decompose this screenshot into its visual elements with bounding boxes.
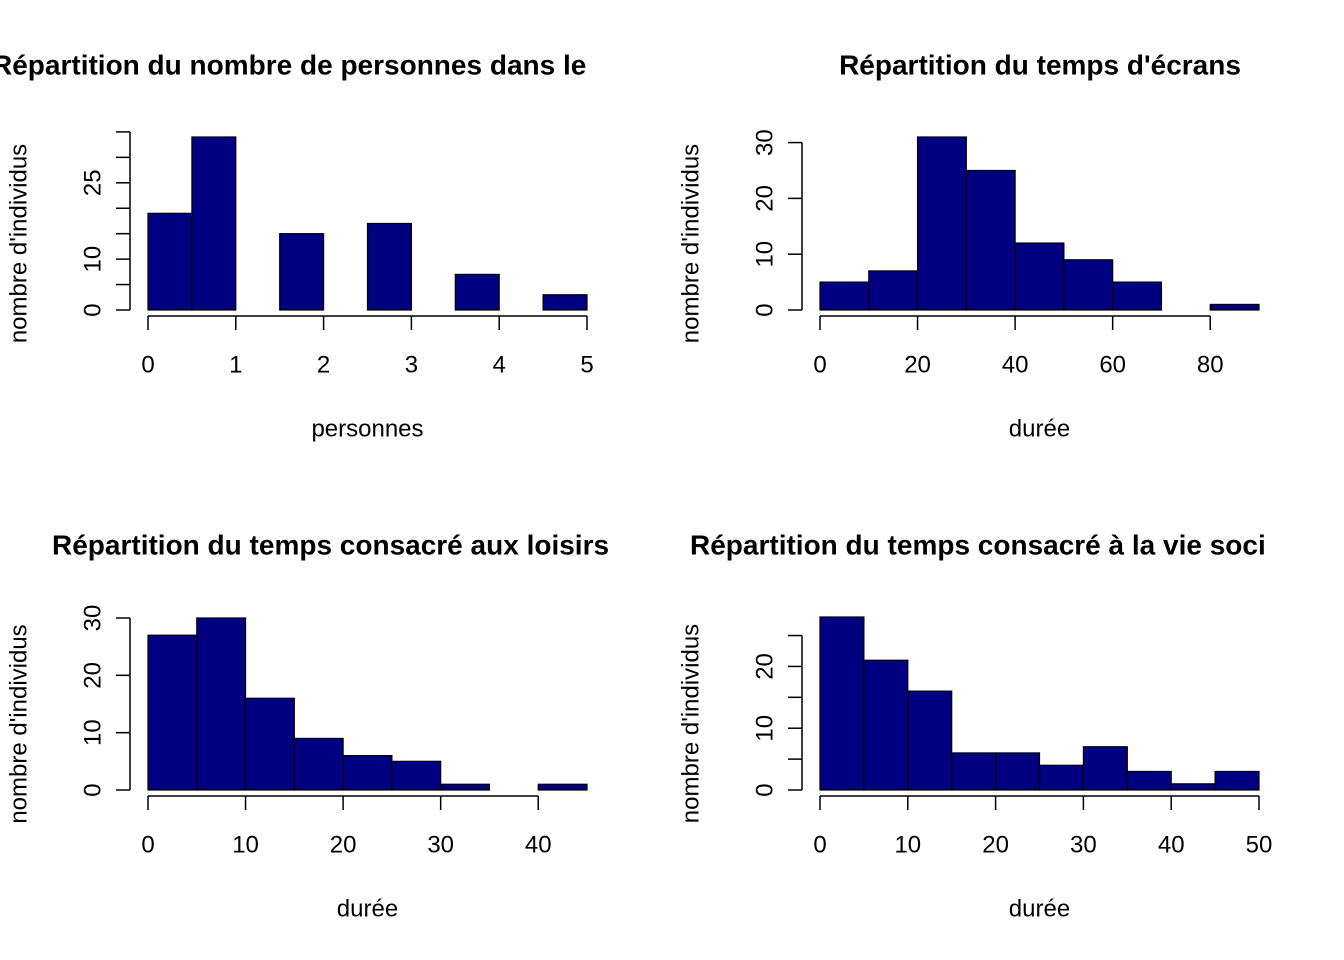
y-tick-label: 0 <box>751 783 778 796</box>
bar <box>1126 770 1172 791</box>
y-axis-label: nombre d'individus <box>5 624 32 823</box>
x-tick-label: 50 <box>1246 831 1273 858</box>
bar <box>951 752 997 791</box>
bar <box>907 690 953 791</box>
x-tick-label: 40 <box>525 831 552 858</box>
chart-title: Répartition du temps consacré à la vie s… <box>690 529 1266 560</box>
bar <box>279 233 325 311</box>
bar <box>1112 281 1163 311</box>
y-tick-label: 10 <box>79 719 106 746</box>
bar <box>147 212 193 311</box>
x-axis-label: personnes <box>311 415 423 442</box>
x-tick-label: 30 <box>1070 831 1097 858</box>
bar <box>1214 770 1260 791</box>
bar <box>454 273 500 311</box>
x-tick-label: 0 <box>813 831 826 858</box>
bar <box>244 697 295 791</box>
y-tick-label: 20 <box>79 662 106 689</box>
bar <box>868 270 919 311</box>
bar <box>1170 783 1216 791</box>
bar <box>994 752 1041 791</box>
panel: Répartition du nombre de personnes dans … <box>0 49 594 442</box>
x-axis-label: durée <box>1009 415 1070 442</box>
panel: Répartition du temps d'écrans 0 10 20 30 0 20 4… <box>677 49 1260 442</box>
chart-title: Répartition du temps d'écrans <box>839 49 1241 80</box>
y-axis-label: nombre d'individus <box>677 144 704 343</box>
y-tick-label: 30 <box>79 605 106 632</box>
y-tick-label: 25 <box>79 169 106 196</box>
bar <box>147 634 198 791</box>
bar <box>1014 242 1065 311</box>
x-tick-label: 60 <box>1099 351 1126 378</box>
bar <box>342 754 393 791</box>
y-tick-label: 10 <box>751 241 778 268</box>
x-tick-label: 20 <box>330 831 357 858</box>
x-tick-label: 4 <box>493 351 506 378</box>
bar <box>542 294 588 311</box>
x-tick-label: 80 <box>1197 351 1224 378</box>
y-tick-label: 10 <box>79 246 106 273</box>
chart-title: Répartition du temps consacré aux loisir… <box>52 529 609 560</box>
x-tick-label: 0 <box>141 351 154 378</box>
x-tick-label: 20 <box>904 351 931 378</box>
x-tick-label: 0 <box>813 351 826 378</box>
bar <box>191 136 237 311</box>
y-tick-label: 20 <box>751 653 778 680</box>
bar <box>293 737 344 791</box>
x-tick-label: 3 <box>405 351 418 378</box>
bar <box>965 169 1016 311</box>
bar <box>391 760 442 791</box>
x-tick-label: 10 <box>232 831 259 858</box>
bar <box>1038 764 1085 791</box>
bar <box>819 281 870 311</box>
bar <box>196 617 247 791</box>
bar <box>1082 746 1128 791</box>
y-axis-label: nombre d'individus <box>5 144 32 343</box>
y-tick-label: 20 <box>751 185 778 212</box>
x-tick-label: 0 <box>141 831 154 858</box>
bar <box>440 783 491 791</box>
bar <box>366 222 413 311</box>
bar <box>916 136 967 311</box>
x-tick-label: 30 <box>427 831 454 858</box>
bar <box>1063 259 1114 311</box>
y-tick-label: 0 <box>79 303 106 316</box>
y-tick-label: 30 <box>751 129 778 156</box>
bar <box>1209 303 1260 311</box>
x-axis-label: durée <box>1009 895 1070 922</box>
bar <box>863 659 909 791</box>
x-tick-label: 20 <box>982 831 1009 858</box>
y-tick-label: 10 <box>751 715 778 742</box>
chart-title: Répartition du nombre de personnes dans … <box>0 49 586 80</box>
x-tick-label: 40 <box>1158 831 1185 858</box>
panel: Répartition du temps consacré à la vie s… <box>677 529 1272 922</box>
x-tick-label: 2 <box>317 351 330 378</box>
y-axis-label: nombre d'individus <box>677 624 704 823</box>
bar <box>819 616 865 791</box>
x-tick-label: 5 <box>580 351 593 378</box>
y-tick-label: 0 <box>751 303 778 316</box>
x-axis-label: durée <box>337 895 398 922</box>
panel: Répartition du temps consacré aux loisir… <box>5 529 609 922</box>
bar <box>537 783 588 791</box>
y-tick-label: 0 <box>79 783 106 796</box>
x-tick-label: 1 <box>229 351 242 378</box>
x-tick-label: 10 <box>894 831 921 858</box>
x-tick-label: 40 <box>1002 351 1029 378</box>
